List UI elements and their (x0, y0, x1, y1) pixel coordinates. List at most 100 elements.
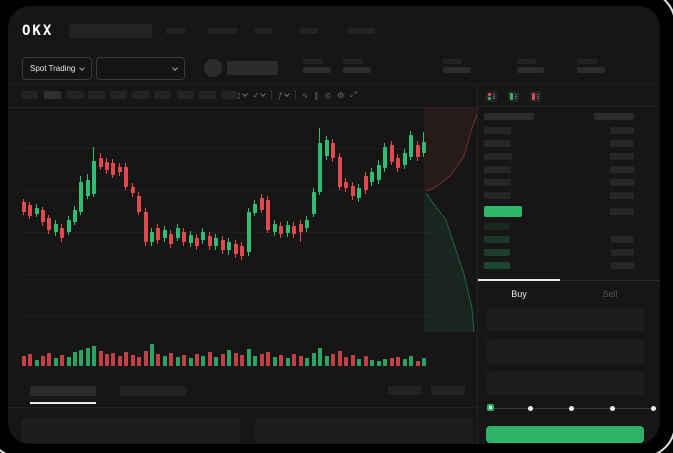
ask-amount-skeleton (610, 140, 634, 147)
nav-item-skeleton[interactable] (348, 28, 375, 34)
timeframe-button-skeleton[interactable] (67, 91, 84, 99)
nav-item-skeleton[interactable] (300, 28, 318, 34)
toolbar-separator (294, 90, 296, 100)
bottom-tabs-divider (8, 407, 477, 408)
candlestick-chart[interactable] (20, 112, 433, 342)
price-input-skeleton[interactable] (486, 308, 644, 331)
active-tab-underline (478, 279, 560, 281)
candlestick (377, 165, 381, 180)
candlestick (253, 204, 257, 213)
volume-bar (305, 358, 309, 366)
snapshot-icon[interactable]: ⊙ (324, 90, 332, 100)
volume-bar (105, 354, 109, 366)
bottom-section-divider (8, 378, 477, 379)
timeframe-button-skeleton[interactable] (110, 91, 127, 99)
interval-icon[interactable]: ✓ (253, 91, 267, 100)
tab-sell-label: Sell (602, 289, 618, 299)
volume-bar (221, 354, 225, 366)
candlestick (370, 172, 374, 182)
nav-item-skeleton[interactable] (255, 28, 272, 34)
bid-row[interactable] (478, 262, 660, 269)
candlestick (338, 157, 342, 187)
timeframe-button-skeleton[interactable] (44, 91, 61, 99)
slider-step-dot[interactable] (651, 406, 656, 411)
timeframe-button-skeleton[interactable] (21, 91, 38, 99)
candlestick (403, 153, 407, 165)
candlestick (292, 226, 296, 234)
slider-step-dot[interactable] (610, 406, 615, 411)
candlestick (416, 145, 420, 157)
timeframe-button-skeleton[interactable] (88, 91, 105, 99)
volume-bar (60, 355, 64, 366)
compare-icon[interactable]: ∥ (314, 90, 319, 100)
buy-submit-button[interactable] (486, 426, 644, 443)
last-amount-skeleton (610, 208, 634, 215)
timeframe-button-skeleton[interactable] (221, 91, 238, 99)
candlestick (35, 208, 39, 214)
price-column-header-skeleton (484, 113, 534, 120)
indicators-icon[interactable]: ƒ (278, 91, 290, 100)
bid-row[interactable] (478, 249, 660, 256)
bid-row[interactable] (478, 223, 660, 230)
orderbook-divider (478, 106, 660, 107)
nav-item-skeleton[interactable] (208, 28, 237, 34)
volume-bar (67, 357, 71, 366)
timeframe-button-skeleton[interactable] (132, 91, 149, 99)
chevron-down-icon (260, 91, 267, 97)
candlestick (227, 242, 231, 250)
volume-bar (416, 361, 420, 366)
ask-row[interactable] (478, 192, 660, 199)
slider-step-dot[interactable] (487, 404, 494, 411)
chart-toolbar-icons: ◫✓ƒ∿∥⊙⚙⤢ (226, 89, 357, 101)
volume-bar (227, 350, 231, 366)
ask-row[interactable] (478, 140, 660, 147)
ask-row[interactable] (478, 153, 660, 160)
history-tab-skeleton[interactable] (120, 386, 186, 396)
volume-bar (214, 357, 218, 366)
last-price-row[interactable] (478, 206, 660, 217)
book-view-combined-icon[interactable] (486, 91, 497, 102)
candlestick (137, 196, 141, 212)
tab-sell[interactable]: Sell (560, 280, 660, 308)
ask-row[interactable] (478, 166, 660, 173)
book-view-asks-icon[interactable] (530, 91, 541, 102)
volume-bar (325, 356, 329, 366)
bid-price-skeleton (484, 223, 510, 230)
nav-item-skeleton[interactable] (166, 28, 185, 34)
book-view-bids-icon[interactable] (508, 91, 519, 102)
total-input-skeleton[interactable] (486, 371, 644, 395)
timeframe-button-skeleton[interactable] (177, 91, 194, 99)
timeframe-button-skeleton[interactable] (199, 91, 216, 99)
fullscreen-icon[interactable]: ⤢ (350, 90, 357, 99)
bottom-table-skeleton-right (255, 418, 473, 443)
bottom-action-skeleton[interactable] (431, 386, 465, 395)
bid-row[interactable] (478, 236, 660, 243)
slider-step-dot[interactable] (569, 406, 574, 411)
chart-settings-icon[interactable]: ⚙ (337, 90, 345, 100)
volume-bar (292, 354, 296, 366)
ask-row[interactable] (478, 127, 660, 134)
pair-selector-dropdown[interactable] (96, 57, 185, 80)
candlestick (234, 244, 238, 254)
candlestick (208, 236, 212, 246)
market-type-label: Spot Trading (30, 64, 76, 73)
bid-amount-skeleton (611, 262, 634, 269)
bottom-action-skeleton[interactable] (388, 386, 421, 395)
ask-amount-skeleton (610, 179, 634, 186)
candlestick (54, 224, 58, 232)
ask-row[interactable] (478, 179, 660, 186)
tab-buy[interactable]: Buy (478, 280, 560, 308)
orders-tab-skeleton[interactable] (30, 386, 96, 396)
chevron-down-icon (241, 91, 248, 97)
ask-amount-skeleton (610, 166, 634, 173)
amount-input-skeleton[interactable] (486, 339, 644, 364)
timeframe-button-skeleton[interactable] (154, 91, 171, 99)
stat-value-skeleton (443, 67, 471, 73)
volume-bar (403, 359, 407, 366)
line-chart-icon[interactable]: ∿ (301, 90, 309, 100)
volume-bar (344, 357, 348, 366)
slider-step-dot[interactable] (528, 406, 533, 411)
market-type-dropdown[interactable]: Spot Trading (22, 57, 93, 80)
candlestick (383, 147, 387, 168)
